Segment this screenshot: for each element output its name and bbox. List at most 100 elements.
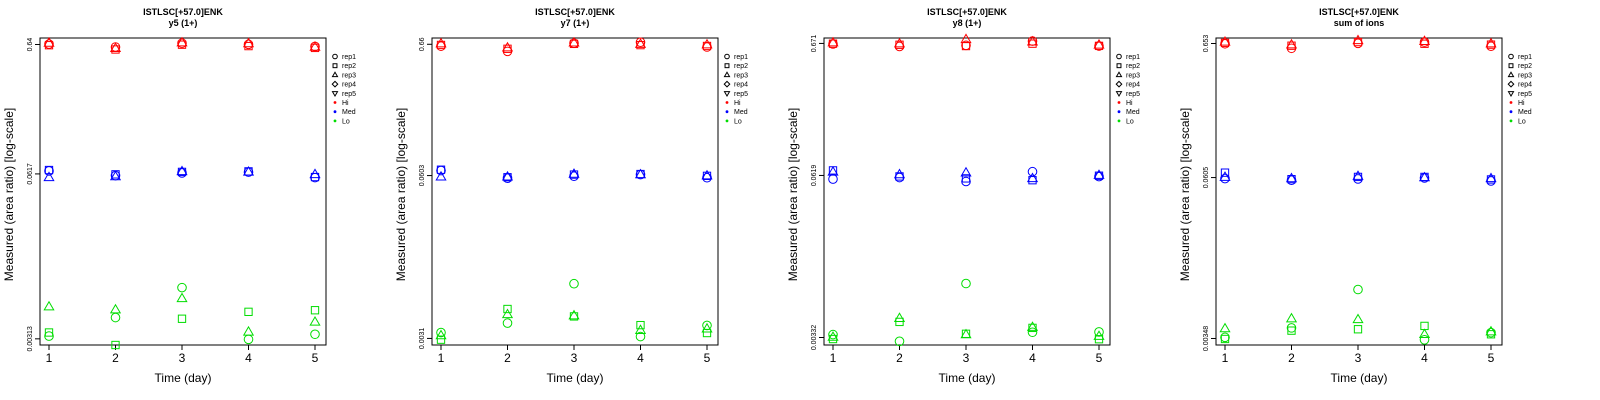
legend-marker: [1507, 91, 1515, 97]
data-point: [310, 329, 320, 340]
data-point: [1026, 172, 1039, 183]
data-point: [1094, 327, 1104, 337]
data-point: [44, 328, 54, 337]
legend-label: Lo: [342, 118, 350, 125]
y-axis-label: Measured (area ratio) [log-scale]: [786, 108, 800, 281]
legend-label: rep1: [1126, 54, 1140, 61]
data-point: [1285, 312, 1298, 323]
legend-label: rep4: [734, 82, 748, 89]
legend-label: Med: [342, 109, 356, 116]
x-tick-label: 1: [46, 351, 53, 365]
data-point: [1485, 172, 1497, 183]
chart-subtitle: y8 (1+): [953, 18, 982, 28]
data-point: [635, 331, 646, 342]
data-point: [435, 170, 447, 181]
data-point: [1219, 171, 1231, 181]
legend-marker: [1507, 80, 1515, 88]
data-point: [502, 318, 513, 328]
chart-subtitle: y7 (1+): [561, 18, 590, 28]
x-tick-label: 5: [312, 351, 319, 365]
legend-marker: [331, 91, 339, 97]
x-tick-label: 5: [704, 351, 711, 365]
data-point: [109, 303, 122, 314]
data-point: [436, 165, 446, 174]
data-point: [1419, 334, 1430, 345]
data-point: [1220, 173, 1230, 184]
data-point: [702, 328, 712, 338]
data-point: [242, 165, 255, 176]
y-tick-label: 0.671: [811, 35, 818, 53]
data-point: [436, 335, 446, 344]
data-point: [702, 172, 712, 183]
data-point: [243, 334, 254, 345]
data-point: [1026, 321, 1039, 331]
data-point: [435, 37, 447, 48]
y-axis-label: Measured (area ratio) [log-scale]: [1178, 108, 1192, 281]
data-point: [244, 41, 253, 51]
data-point: [893, 168, 906, 179]
y-tick-label: 0.0617: [27, 163, 34, 185]
x-axis-label: Time (day): [939, 371, 996, 385]
legend-marker: [725, 101, 729, 104]
legend-marker: [333, 119, 337, 123]
y-tick-label: 0.0605: [1203, 167, 1210, 189]
legend-label: Lo: [1518, 118, 1526, 125]
legend-marker: [333, 101, 337, 104]
legend-label: rep5: [1126, 91, 1140, 98]
data-point: [1093, 169, 1105, 179]
data-point: [110, 312, 121, 323]
chart-title: ISTLSC[+57.0]ENK: [927, 7, 1007, 17]
x-tick-label: 2: [112, 351, 119, 365]
x-tick-label: 4: [637, 351, 644, 365]
x-tick-label: 3: [963, 351, 970, 365]
data-point: [961, 278, 971, 289]
legend-marker: [333, 110, 337, 114]
legend-marker: [723, 91, 731, 97]
data-point: [1352, 34, 1364, 45]
x-tick-label: 1: [830, 351, 837, 365]
legend-marker: [1508, 53, 1514, 60]
data-point: [1353, 325, 1363, 334]
data-point: [960, 166, 972, 177]
data-point: [436, 327, 446, 338]
x-tick-label: 4: [1421, 351, 1428, 365]
data-point: [242, 325, 255, 336]
data-point: [1093, 38, 1105, 49]
data-point: [43, 300, 55, 311]
legend-label: rep5: [342, 91, 356, 98]
data-point: [176, 36, 188, 47]
data-point: [109, 170, 122, 181]
legend-label: rep3: [1126, 72, 1140, 79]
data-point: [828, 174, 838, 184]
data-point: [177, 314, 187, 323]
data-point: [893, 37, 906, 48]
chart-title: ISTLSC[+57.0]ENK: [1319, 7, 1399, 17]
x-tick-label: 3: [571, 351, 578, 365]
legend-label: rep4: [1518, 82, 1532, 89]
data-point: [894, 336, 905, 347]
data-point: [961, 174, 971, 183]
legend-marker: [724, 53, 730, 60]
legend-label: Hi: [734, 100, 741, 107]
y-tick-label: 0.0603: [419, 165, 426, 187]
legend-marker: [1509, 119, 1513, 123]
legend-marker: [1115, 91, 1123, 97]
legend-label: rep2: [1126, 63, 1140, 70]
data-point: [1285, 38, 1298, 49]
data-point: [961, 176, 971, 187]
data-point: [1219, 322, 1231, 333]
y-tick-label: 0.00332: [811, 325, 818, 350]
data-point: [634, 324, 647, 334]
data-point: [1220, 332, 1230, 343]
legend-marker: [725, 119, 729, 123]
data-point: [1027, 327, 1038, 338]
plot-frame: [431, 37, 719, 346]
x-axis-label: Time (day): [1331, 371, 1388, 385]
data-point: [702, 171, 712, 181]
data-point: [569, 171, 579, 182]
legend-label: rep4: [342, 82, 356, 89]
data-point: [1420, 39, 1429, 48]
data-point: [177, 38, 187, 49]
